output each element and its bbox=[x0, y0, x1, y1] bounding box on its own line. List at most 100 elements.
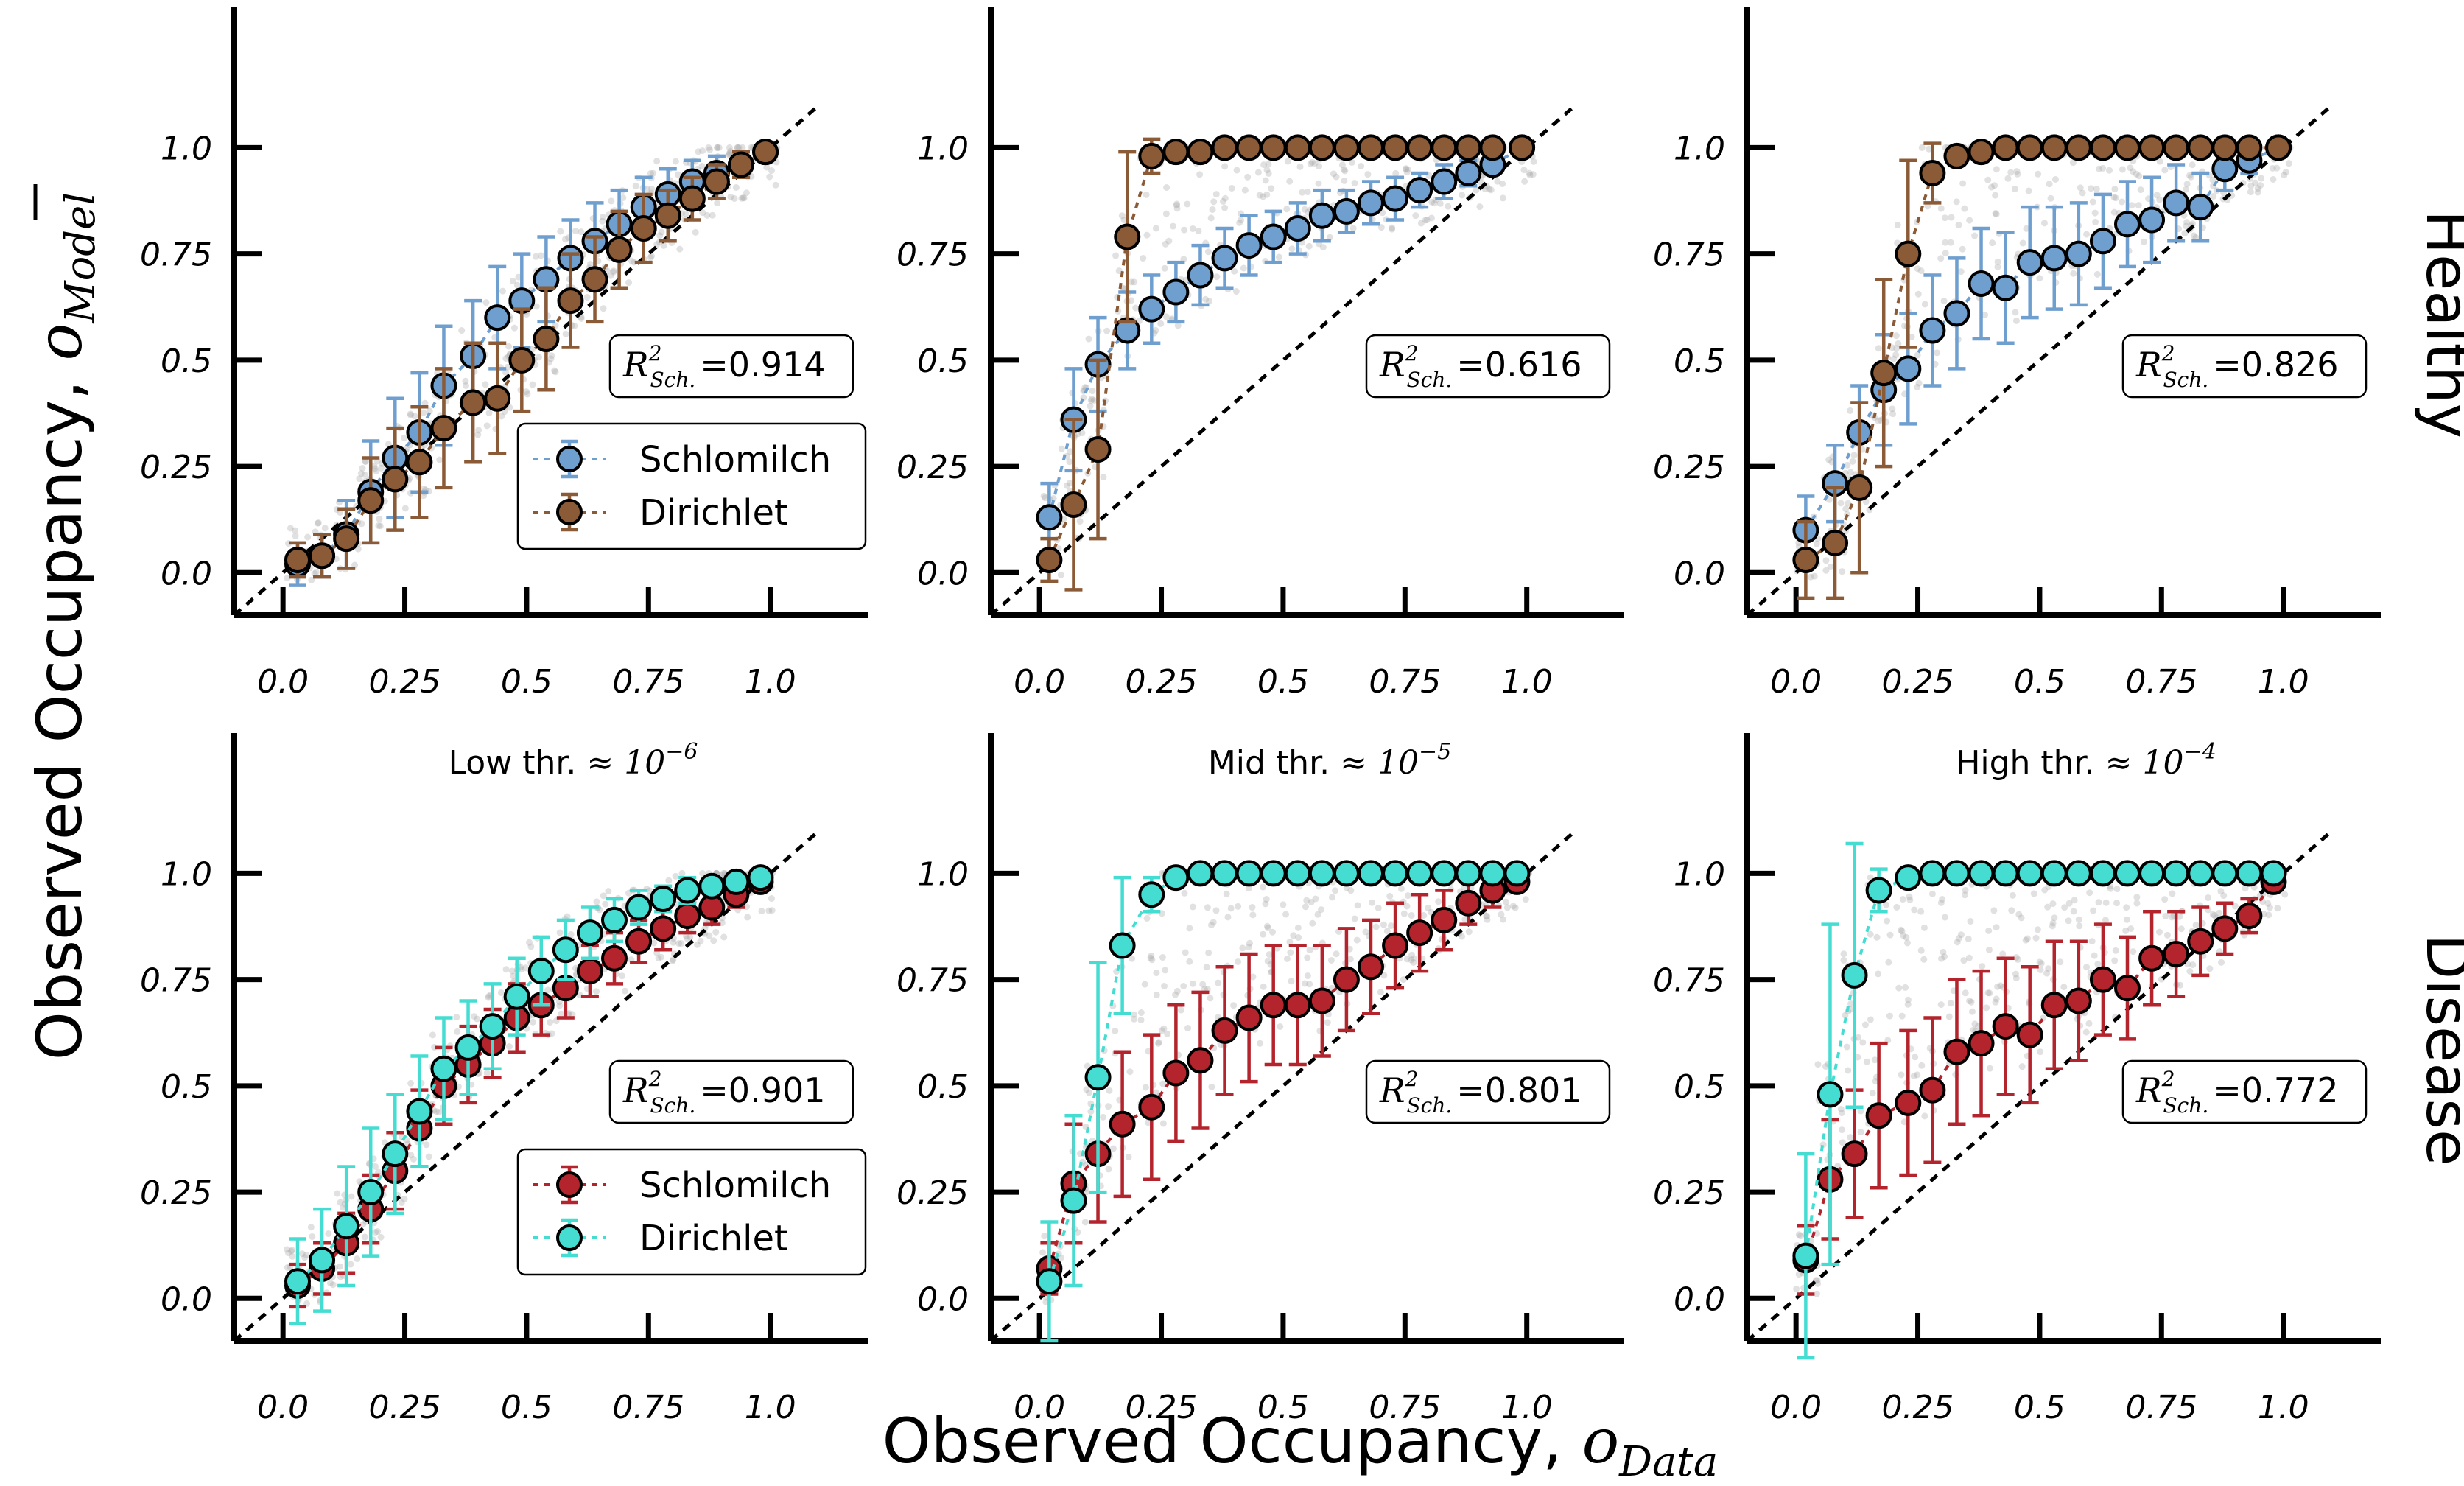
scatter-point bbox=[1971, 232, 1979, 239]
scatter-point bbox=[371, 465, 379, 472]
scatter-point bbox=[2043, 970, 2051, 977]
scatter-point bbox=[648, 185, 656, 192]
scatter-point bbox=[1318, 906, 1325, 914]
y-tick-label: 0.0 bbox=[161, 1280, 212, 1318]
scatter-point bbox=[2013, 168, 2021, 175]
scatter-point bbox=[1305, 242, 1313, 250]
scatter-point bbox=[1074, 1228, 1081, 1236]
scatter-point bbox=[647, 254, 654, 262]
y-tick-label: 0.5 bbox=[161, 1068, 212, 1106]
chart-panel-2: 0.0 0.0 0.25 0.25 0.5 0.5 0.75 0.75 1.0 1.0 R2 Sch.… bbox=[896, 7, 1624, 701]
scatter-point bbox=[1245, 943, 1252, 950]
scatter-point bbox=[1914, 1071, 1921, 1079]
panel-title-math: ≈ 10 bbox=[2105, 744, 2184, 782]
scatter-point bbox=[763, 164, 771, 171]
scatter-point bbox=[1109, 1145, 1117, 1152]
scatter-point bbox=[505, 343, 513, 350]
scatter-point bbox=[1256, 192, 1263, 199]
y-tick-label: 0.75 bbox=[140, 236, 212, 274]
scatter-point bbox=[1205, 949, 1212, 956]
scatter-point bbox=[1364, 171, 1372, 178]
data-point bbox=[1792, 1242, 1819, 1269]
scatter-point bbox=[1301, 980, 1308, 987]
scatter-point bbox=[2163, 931, 2171, 939]
x-tick-label: 1.0 bbox=[1501, 1389, 1553, 1426]
scatter-point bbox=[556, 1002, 564, 1009]
scatter-point bbox=[1213, 273, 1221, 281]
data-point bbox=[1211, 860, 1238, 887]
scatter-point bbox=[1143, 231, 1151, 239]
y-tick-label: 0.0 bbox=[1674, 555, 1725, 592]
scatter-point bbox=[1417, 220, 1425, 227]
scatter-point bbox=[1992, 210, 1999, 217]
scatter-point bbox=[1822, 1063, 1829, 1070]
scatter-point bbox=[1814, 1280, 1822, 1287]
scatter-point bbox=[1425, 904, 1432, 911]
scatter-point bbox=[1153, 991, 1160, 998]
scatter-point bbox=[1195, 228, 1202, 235]
scatter-point bbox=[657, 953, 664, 961]
y-tick-label: 0.25 bbox=[1653, 449, 1725, 486]
scatter-point bbox=[2061, 904, 2068, 911]
scatter-point bbox=[1890, 355, 1898, 362]
y-axis-sub: Model bbox=[57, 192, 105, 324]
scatter-point bbox=[485, 410, 493, 417]
data-point bbox=[357, 1179, 385, 1206]
scatter-point bbox=[1177, 1006, 1184, 1014]
scatter-point bbox=[1403, 166, 1410, 173]
scatter-point bbox=[1422, 217, 1429, 224]
scatter-point bbox=[1275, 253, 1282, 261]
scatter-point bbox=[1940, 298, 1948, 305]
scatter-point bbox=[502, 368, 510, 376]
data-point bbox=[2114, 860, 2141, 887]
scatter-point bbox=[1240, 264, 1247, 272]
r2-label: R2 Sch. =0.826 bbox=[2135, 341, 2339, 392]
data-point bbox=[2089, 134, 2116, 161]
data-point bbox=[1895, 864, 1922, 891]
data-point bbox=[2040, 245, 2068, 272]
scatter-point bbox=[483, 1070, 491, 1077]
scatter-point bbox=[2012, 317, 2020, 324]
scatter-point bbox=[726, 150, 734, 157]
scatter-point bbox=[1526, 169, 1533, 177]
scatter-point bbox=[1182, 949, 1189, 956]
scatter-point bbox=[2046, 181, 2053, 188]
r2-label: R2 Sch. =0.901 bbox=[622, 1067, 826, 1118]
scatter-point bbox=[698, 163, 706, 170]
data-point bbox=[581, 266, 608, 293]
scatter-point bbox=[2060, 984, 2068, 991]
scatter-point bbox=[2186, 967, 2194, 975]
scatter-point bbox=[2130, 948, 2137, 956]
data-point bbox=[747, 864, 774, 891]
scatter-point bbox=[1499, 180, 1506, 187]
scatter-point bbox=[1822, 567, 1830, 574]
scatter-point bbox=[407, 1152, 415, 1159]
scatter-point bbox=[2281, 172, 2288, 179]
scatter-point bbox=[426, 407, 433, 415]
scatter-point bbox=[1961, 205, 1968, 212]
r2-subscript: Sch. bbox=[2163, 1093, 2208, 1118]
x-tick-label: 0.25 bbox=[1882, 663, 1954, 701]
scatter-point bbox=[2183, 219, 2191, 226]
scatter-point bbox=[1397, 885, 1405, 892]
scatter-point bbox=[1840, 950, 1847, 958]
scatter-point bbox=[1348, 158, 1355, 166]
scatter-point bbox=[1921, 301, 1928, 308]
scatter-point bbox=[674, 171, 681, 178]
series-schlomilch bbox=[1792, 868, 2287, 1296]
scatter-point bbox=[533, 303, 540, 310]
data-point bbox=[357, 487, 385, 514]
scatter-point bbox=[1063, 482, 1070, 489]
scatter-point bbox=[712, 928, 720, 936]
scatter-point bbox=[2181, 230, 2189, 237]
scatter-point bbox=[653, 158, 661, 165]
data-point bbox=[674, 903, 701, 930]
scatter-point bbox=[516, 964, 524, 971]
scatter-point bbox=[2092, 218, 2099, 225]
scatter-point bbox=[1903, 933, 1910, 941]
scatter-point bbox=[1283, 206, 1291, 213]
scatter-point bbox=[1840, 956, 1847, 964]
scatter-point bbox=[1520, 167, 1528, 174]
scatter-point bbox=[2079, 189, 2086, 197]
data-point bbox=[601, 906, 628, 933]
